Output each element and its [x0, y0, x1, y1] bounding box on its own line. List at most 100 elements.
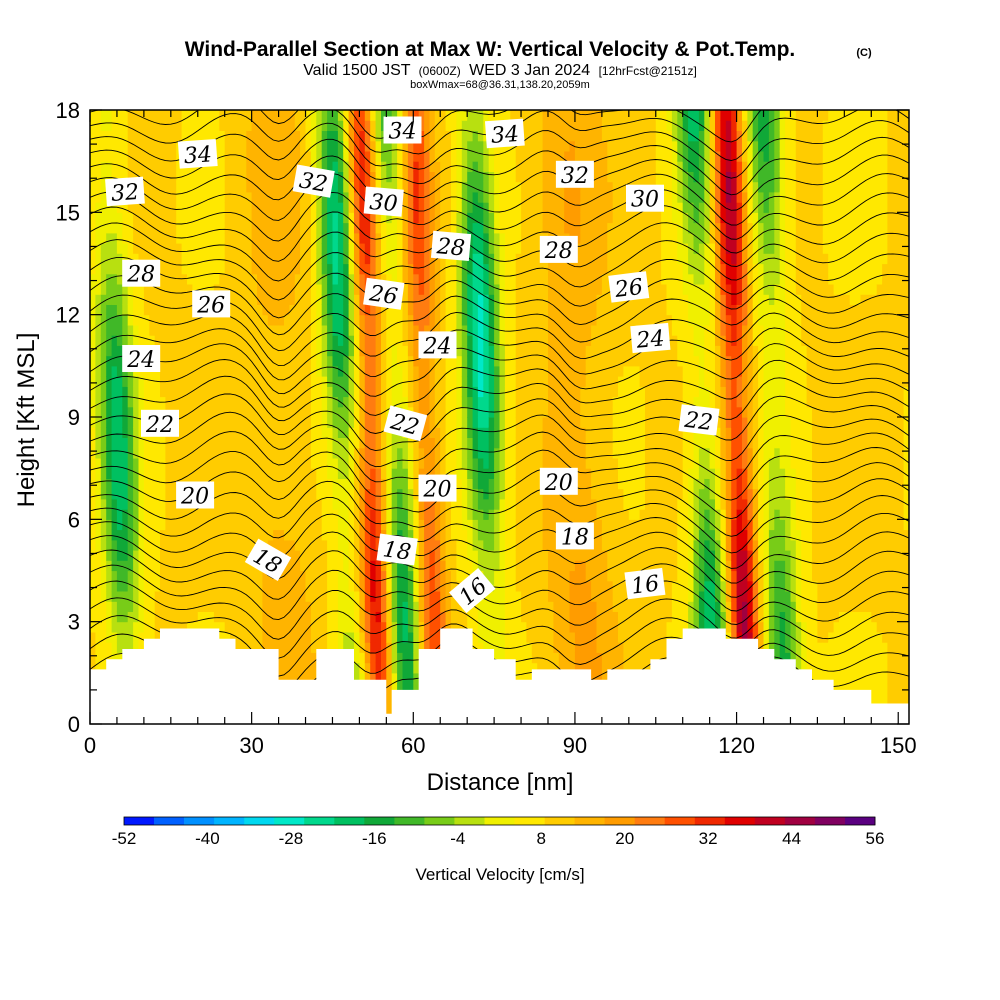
velocity-cell: [160, 468, 166, 479]
velocity-cell: [483, 253, 490, 265]
velocity-cell: [310, 324, 317, 336]
velocity-cell: [305, 488, 312, 500]
velocity-cell: [230, 478, 237, 490]
velocity-cell: [467, 550, 474, 561]
velocity-cell: [224, 284, 231, 295]
velocity-cell: [456, 406, 463, 418]
velocity-cell: [95, 591, 102, 602]
velocity-cell: [235, 560, 242, 572]
velocity-cell: [90, 304, 96, 316]
velocity-cell: [456, 457, 463, 469]
velocity-cell: [90, 263, 96, 275]
velocity-cell: [165, 447, 172, 459]
velocity-cell: [213, 273, 220, 285]
velocity-cell: [359, 611, 366, 623]
velocity-cell: [310, 457, 317, 469]
velocity-cell: [106, 406, 113, 418]
velocity-cell: [235, 631, 242, 643]
velocity-cell: [494, 509, 501, 520]
velocity-cell: [343, 631, 350, 643]
velocity-cell: [213, 324, 220, 336]
velocity-cell: [213, 478, 220, 490]
velocity-cell: [235, 140, 242, 152]
velocity-cell: [181, 191, 188, 203]
velocity-cell: [127, 437, 134, 449]
velocity-cell: [364, 150, 371, 162]
velocity-cell: [294, 570, 301, 582]
velocity-cell: [300, 120, 307, 131]
velocity-cell: [337, 611, 344, 623]
velocity-cell: [143, 539, 150, 551]
velocity-cell: [418, 519, 425, 531]
velocity-cell: [526, 672, 533, 684]
velocity-cell: [187, 365, 193, 377]
velocity-cell: [391, 355, 398, 367]
velocity-cell: [294, 468, 301, 479]
velocity-cell: [176, 560, 183, 572]
velocity-cell: [165, 355, 172, 367]
velocity-cell: [111, 539, 118, 551]
velocity-cell: [170, 120, 177, 131]
velocity-cell: [106, 570, 113, 582]
velocity-cell: [332, 447, 339, 459]
velocity-cell: [294, 345, 301, 357]
velocity-cell: [100, 519, 107, 531]
velocity-cell: [203, 130, 210, 142]
velocity-cell: [343, 273, 350, 285]
velocity-cell: [477, 457, 484, 469]
velocity-cell: [391, 304, 398, 316]
velocity-cell: [316, 580, 323, 592]
velocity-cell: [165, 273, 172, 285]
velocity-cell: [472, 243, 479, 254]
velocity-cell: [531, 284, 538, 295]
velocity-cell: [208, 560, 215, 572]
velocity-cell: [284, 263, 290, 275]
velocity-cell: [273, 406, 280, 418]
velocity-cell: [100, 386, 107, 398]
velocity-cell: [305, 591, 312, 602]
velocity-cell: [477, 417, 484, 428]
velocity-cell: [176, 550, 183, 561]
velocity-cell: [477, 621, 484, 633]
velocity-cell: [375, 529, 382, 541]
velocity-cell: [434, 304, 441, 316]
velocity-cell: [289, 314, 296, 326]
velocity-cell: [359, 202, 366, 213]
velocity-cell: [116, 550, 123, 561]
velocity-cell: [327, 519, 334, 531]
velocity-cell: [224, 539, 231, 551]
velocity-cell: [472, 304, 479, 316]
velocity-cell: [106, 161, 113, 172]
velocity-cell: [429, 406, 436, 418]
velocity-cell: [197, 509, 204, 520]
velocity-cell: [386, 243, 393, 254]
velocity-cell: [300, 212, 307, 224]
velocity-cell: [483, 631, 490, 643]
velocity-cell: [284, 488, 290, 500]
velocity-cell: [95, 662, 102, 674]
velocity-cell: [262, 130, 269, 142]
velocity-cell: [251, 406, 258, 418]
velocity-cell: [375, 253, 382, 265]
velocity-cell: [133, 232, 140, 244]
velocity-cell: [429, 273, 436, 285]
velocity-cell: [494, 191, 501, 203]
velocity-cell: [477, 161, 484, 172]
velocity-cell: [219, 140, 226, 152]
velocity-cell: [176, 304, 183, 316]
velocity-cell: [488, 304, 495, 316]
velocity-cell: [203, 253, 210, 265]
velocity-cell: [348, 212, 355, 224]
velocity-cell: [332, 140, 339, 152]
velocity-cell: [165, 365, 172, 377]
velocity-cell: [445, 509, 452, 520]
velocity-cell: [359, 662, 366, 674]
velocity-cell: [230, 427, 237, 438]
velocity-cell: [310, 570, 317, 582]
velocity-cell: [149, 191, 156, 203]
velocity-cell: [300, 110, 307, 121]
velocity-cell: [504, 263, 511, 275]
velocity-cell: [213, 457, 220, 469]
velocity-cell: [246, 110, 253, 121]
velocity-cell: [278, 539, 285, 551]
